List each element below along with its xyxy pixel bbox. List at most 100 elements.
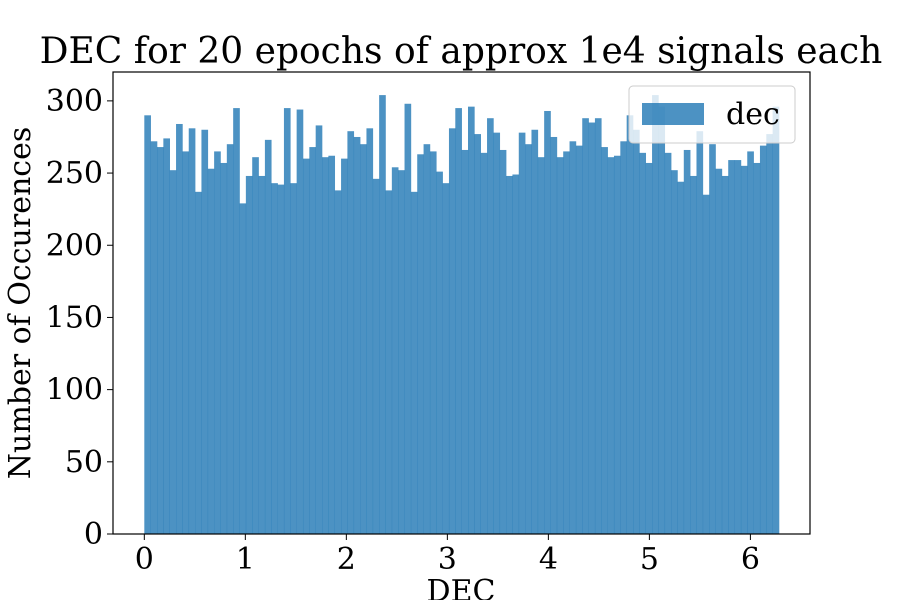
- chart-title: DEC for 20 epochs of approx 1e4 signals …: [40, 31, 883, 72]
- histogram-bar: [322, 157, 329, 534]
- histogram-bar: [537, 157, 545, 534]
- y-tick-label: 150: [46, 300, 103, 335]
- histogram-bar: [442, 183, 450, 535]
- histogram-bar: [493, 132, 501, 534]
- histogram-bar: [544, 110, 551, 534]
- histogram-bar: [772, 106, 780, 535]
- histogram-bar: [207, 168, 215, 535]
- histogram-bar: [556, 157, 564, 534]
- histogram-bar: [518, 132, 526, 534]
- histogram-bar: [309, 147, 316, 534]
- histogram-bar: [417, 154, 424, 535]
- histogram-bar: [334, 190, 342, 534]
- histogram-bar: [144, 115, 151, 534]
- y-tick-label: 200: [46, 228, 103, 263]
- y-tick-label: 0: [84, 517, 103, 552]
- histogram-bar: [226, 144, 234, 534]
- y-tick-label: 250: [46, 156, 103, 191]
- histogram-bars: [144, 95, 780, 535]
- histogram-bar: [163, 138, 170, 534]
- histogram-bar: [455, 108, 462, 534]
- x-tick-label: 1: [236, 542, 255, 577]
- histogram-bar: [296, 109, 304, 534]
- histogram-bar: [734, 160, 742, 534]
- histogram-bar: [423, 144, 431, 534]
- histogram-bar: [652, 95, 659, 534]
- y-axis-label: Number of Occurences: [3, 127, 38, 479]
- histogram-bar: [721, 175, 729, 534]
- histogram-bar: [480, 152, 488, 534]
- histogram-bar: [664, 152, 672, 534]
- histogram-bar: [360, 144, 367, 534]
- histogram-bar: [607, 157, 615, 534]
- histogram-bar: [328, 155, 336, 535]
- histogram-bar: [353, 136, 361, 534]
- plot-frame: [112, 71, 811, 535]
- legend-box: [628, 85, 796, 144]
- histogram-bar: [410, 191, 418, 534]
- x-tick-label: 6: [741, 542, 760, 577]
- x-axis-label: DEC: [427, 574, 496, 600]
- histogram-bar: [182, 151, 190, 534]
- histogram-bar: [658, 106, 666, 535]
- histogram-bar: [569, 141, 577, 535]
- y-tick-label: 50: [65, 445, 103, 480]
- legend-swatch-dec: [642, 103, 704, 125]
- histogram-bar: [487, 118, 494, 534]
- histogram-bar: [620, 141, 627, 535]
- histogram-bar: [429, 151, 437, 534]
- histogram-bar: [766, 134, 773, 534]
- legend: dec: [628, 85, 796, 144]
- legend-label-dec: dec: [726, 97, 780, 132]
- histogram-bar: [398, 170, 405, 534]
- histogram-bar: [391, 167, 399, 535]
- histogram-bar: [264, 139, 272, 535]
- histogram-bar: [575, 145, 583, 534]
- histogram-bar: [671, 170, 678, 534]
- histogram-bar: [169, 170, 177, 534]
- histogram-bar: [702, 194, 710, 534]
- histogram-bar: [239, 203, 247, 534]
- x-tick-label: 2: [337, 542, 356, 577]
- histogram-bar: [404, 103, 412, 534]
- histogram-bar: [499, 149, 507, 534]
- histogram-bar: [690, 175, 697, 534]
- histogram-bar: [474, 134, 481, 534]
- histogram-bar: [715, 168, 723, 535]
- histogram-bar: [683, 149, 691, 534]
- histogram-bar: [461, 149, 469, 534]
- histogram-bar: [315, 125, 323, 535]
- histogram-bar: [512, 174, 520, 534]
- histogram-bar: [525, 144, 532, 534]
- histogram-bar: [506, 175, 513, 534]
- histogram-bar: [436, 171, 443, 534]
- x-tick-label: 4: [539, 542, 558, 577]
- y-tick-label: 100: [46, 373, 103, 408]
- x-tick-label: 5: [640, 542, 659, 577]
- histogram-bar: [759, 145, 767, 534]
- histogram-bar: [271, 183, 278, 535]
- histogram-bar: [150, 141, 158, 535]
- x-tick-label: 0: [135, 542, 154, 577]
- histogram-bar: [290, 183, 297, 535]
- histogram-bar: [258, 175, 266, 534]
- histogram-bar: [195, 191, 202, 534]
- histogram-bar: [252, 157, 259, 534]
- histogram-bar: [563, 151, 570, 534]
- histogram-bar: [302, 158, 310, 535]
- histogram-bar: [639, 152, 647, 534]
- histogram-bar: [753, 162, 761, 534]
- histogram-bar: [594, 118, 602, 534]
- x-axis-ticks: 0 1 2 3 4 5 6: [135, 534, 760, 577]
- histogram-bar: [728, 160, 735, 534]
- histogram-bar: [372, 178, 380, 534]
- histogram-bar: [709, 144, 716, 534]
- histogram-bar: [233, 108, 240, 534]
- histogram-bar: [633, 129, 640, 534]
- y-tick-label: 300: [46, 84, 103, 119]
- histogram-bar: [188, 128, 196, 534]
- histogram-bar: [341, 158, 348, 535]
- histogram-bar: [626, 115, 634, 534]
- histogram-bar: [601, 147, 608, 534]
- histogram-bar: [677, 181, 685, 535]
